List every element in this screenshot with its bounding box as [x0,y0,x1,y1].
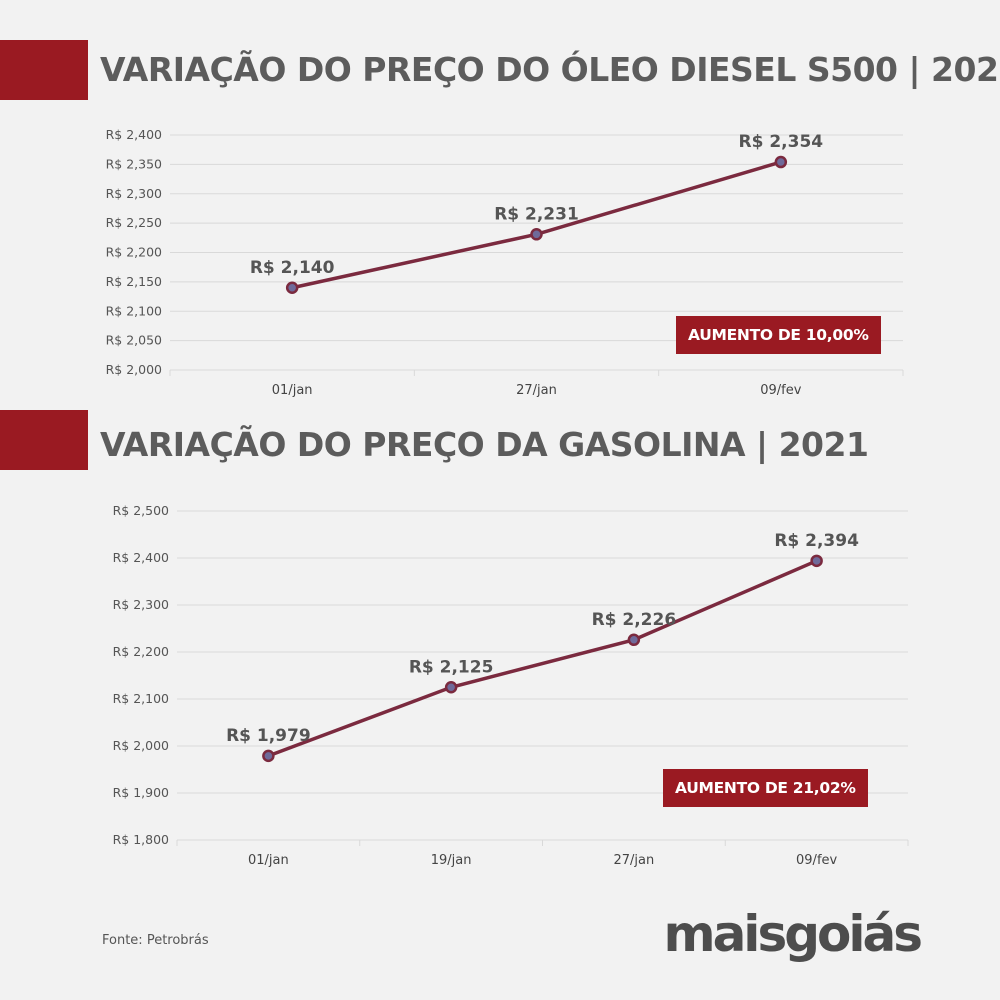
x-tick-label: 01/jan [248,853,289,868]
y-tick-label: R$ 2,250 [106,215,162,230]
y-tick-label: R$ 2,400 [106,127,162,142]
data-point [530,228,543,241]
data-point [774,155,788,169]
gasolina-price-chart: R$ 1,800 R$ 1,900 R$ 2,000 R$ 2,100 R$ 2,200… [113,503,909,868]
y-tick-label: R$ 2,400 [113,550,169,565]
increase-badge-gasolina: AUMENTO DE 21,02% [663,769,868,807]
chart-title-diesel: VARIAÇÃO DO PREÇO DO ÓLEO DIESEL S500 | … [100,50,1000,89]
y-tick-label: R$ 2,200 [106,245,162,260]
section-marker-diesel [0,40,88,100]
y-tick-label: R$ 2,100 [106,303,162,318]
data-label: R$ 2,140 [250,258,335,278]
data-point [444,681,458,694]
chart-title-gasolina: VARIAÇÃO DO PREÇO DA GASOLINA | 2021 [100,425,869,464]
data-label: R$ 2,125 [409,657,494,677]
data-point [627,633,641,647]
series-line [267,559,818,758]
x-tick-label: 09/fev [796,853,837,868]
y-tick-label: R$ 1,900 [113,785,169,800]
data-point [810,554,823,568]
series-line [291,160,782,290]
x-tick-label: 09/fev [760,383,801,398]
data-label: R$ 2,354 [739,132,824,152]
increase-badge-diesel: AUMENTO DE 10,00% [676,316,881,354]
y-tick-label: R$ 2,200 [113,644,169,659]
y-tick-label: R$ 2,000 [106,362,162,377]
y-tick-label: R$ 1,800 [113,832,169,847]
x-tick-label: 01/jan [272,383,313,398]
y-tick-label: R$ 2,300 [106,186,162,201]
data-label: R$ 2,394 [774,531,859,551]
x-tick-label: 19/jan [431,853,472,868]
section-marker-gasolina [0,410,88,470]
source-note: Fonte: Petrobrás [102,933,209,948]
data-label: R$ 2,231 [494,204,579,224]
logo-part-mais: mais [663,905,787,963]
y-tick-label: R$ 2,300 [113,597,169,612]
diesel-price-chart: R$ 2,000 R$ 2,050 R$ 2,100 R$ 2,150 R$ 2,200… [106,127,904,398]
y-tick-label: R$ 2,050 [106,333,162,348]
data-label: R$ 2,226 [592,610,677,630]
x-tick-label: 27/jan [516,383,557,398]
data-point [262,749,275,763]
data-label: R$ 1,979 [226,726,311,746]
y-tick-label: R$ 2,150 [106,274,162,289]
y-tick-label: R$ 2,000 [113,738,169,753]
x-tick-label: 27/jan [614,853,655,868]
y-tick-label: R$ 2,350 [106,156,162,171]
y-tick-label: R$ 2,500 [113,503,169,518]
y-tick-label: R$ 2,100 [113,691,169,706]
logo-part-goias: goiás [784,905,923,963]
data-point [285,281,299,294]
brand-logo: maisgoiás [663,905,923,963]
